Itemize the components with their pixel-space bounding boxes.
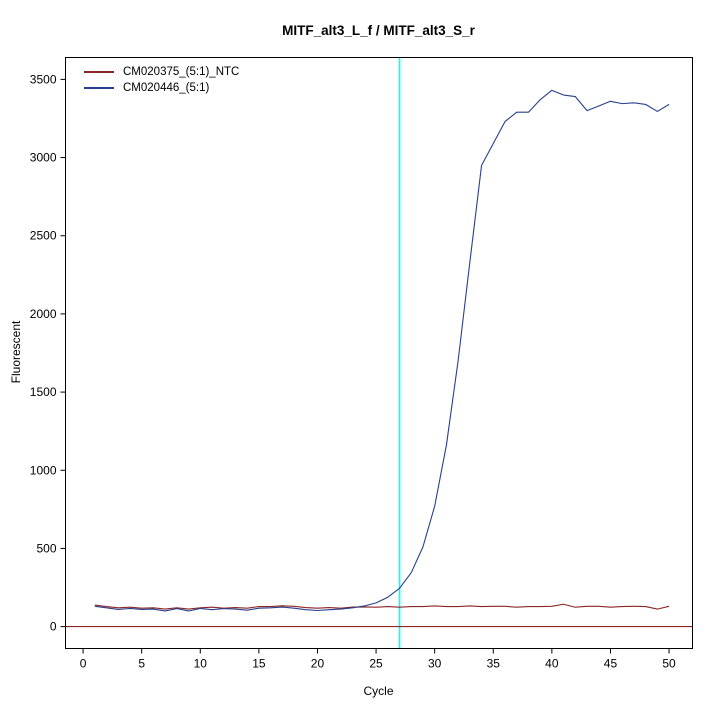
chart-title: MITF_alt3_L_f / MITF_alt3_S_r <box>282 23 475 38</box>
x-tick-label: 45 <box>604 657 618 671</box>
y-tick-label: 1000 <box>30 463 57 477</box>
x-axis-label: Cycle <box>363 684 394 698</box>
y-tick-label: 3000 <box>30 151 57 165</box>
legend-line-swatch-sample <box>84 87 114 89</box>
series-line-CM020446_(5:1) <box>94 89 670 612</box>
x-tick-label: 0 <box>80 657 87 671</box>
x-tick-label: 5 <box>138 657 145 671</box>
legend-label-ntc: CM020375_(5:1)_NTC <box>123 66 240 78</box>
y-tick-label: 500 <box>36 541 56 555</box>
x-tick-label: 20 <box>311 657 325 671</box>
legend-item-sample: CM020446_(5:1) <box>84 80 239 96</box>
x-tick-label: 15 <box>252 657 266 671</box>
series-line-CM020375_(5:1)_NTC <box>94 603 670 610</box>
x-tick-label: 50 <box>662 657 676 671</box>
legend-line-swatch-ntc <box>84 71 114 73</box>
y-axis-label: Fluorescent <box>9 320 23 384</box>
legend-item-ntc: CM020375_(5:1)_NTC <box>84 64 239 80</box>
y-tick-label: 3500 <box>30 72 57 86</box>
plot-box <box>65 57 693 649</box>
x-tick-label: 25 <box>369 657 383 671</box>
x-tick-label: 10 <box>194 657 208 671</box>
y-tick-label: 0 <box>50 620 57 634</box>
legend-label-sample: CM020446_(5:1) <box>123 82 210 94</box>
y-tick-label: 1500 <box>30 385 57 399</box>
legend: CM020375_(5:1)_NTC CM020446_(5:1) <box>84 64 239 96</box>
x-tick-label: 35 <box>487 657 501 671</box>
y-tick-label: 2500 <box>30 229 57 243</box>
x-tick-label: 30 <box>428 657 442 671</box>
y-tick-label: 2000 <box>30 307 57 321</box>
x-tick-label: 40 <box>545 657 559 671</box>
